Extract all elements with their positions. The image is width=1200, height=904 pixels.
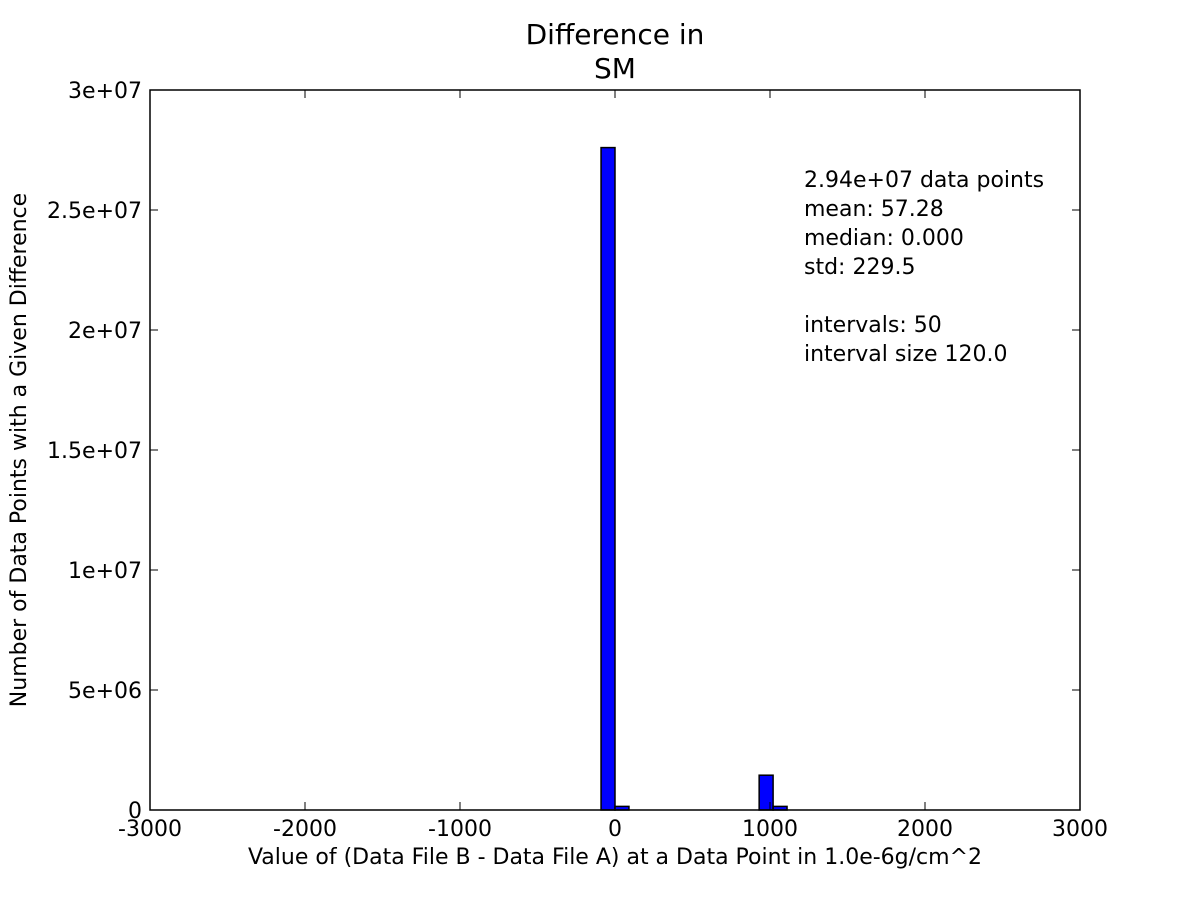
x-axis-label: Value of (Data File B - Data File A) at … — [248, 845, 982, 870]
stats-annotation-line: std: 229.5 — [804, 255, 915, 280]
x-tick-label: 1000 — [742, 817, 798, 842]
stats-annotation-line: interval size 120.0 — [804, 342, 1008, 367]
stats-annotation-line: median: 0.000 — [804, 226, 964, 251]
bars-group — [600, 146, 788, 811]
x-tick-label: 0 — [608, 817, 622, 842]
y-tick-label: 1.5e+07 — [47, 439, 142, 464]
y-tick-label: 1e+07 — [68, 559, 142, 584]
chart-title-line-1: Difference in — [526, 18, 705, 51]
x-tick-label: 2000 — [897, 817, 953, 842]
stats-annotation-line: mean: 57.28 — [804, 197, 944, 222]
y-axis-label: Number of Data Points with a Given Diffe… — [7, 193, 32, 707]
y-tick-label: 0 — [128, 799, 142, 824]
chart-title-line-2: SM — [594, 52, 636, 85]
y-tick-label: 2e+07 — [68, 319, 142, 344]
x-tick-label: -2000 — [273, 817, 337, 842]
y-tick-label: 3e+07 — [68, 79, 142, 104]
x-tick-label: -1000 — [428, 817, 492, 842]
stats-annotation-line: 2.94e+07 data points — [804, 168, 1044, 193]
stats-annotation: 2.94e+07 data points mean: 57.28 median: 0… — [804, 168, 1044, 367]
x-tick-label: -3000 — [118, 817, 182, 842]
histogram-bar — [600, 146, 616, 811]
x-tick-label: 3000 — [1052, 817, 1108, 842]
y-tick-labels: 0 5e+06 1e+07 1.5e+07 2e+07 2.5e+07 3e+07 — [47, 79, 142, 824]
x-tick-labels: -3000 -2000 -1000 0 1000 2000 3000 — [118, 817, 1108, 842]
stats-annotation-line: intervals: 50 — [804, 313, 942, 338]
axis-ticks — [149, 89, 1081, 811]
histogram-bar — [758, 774, 774, 811]
y-tick-label: 5e+06 — [68, 679, 142, 704]
y-tick-label: 2.5e+07 — [47, 199, 142, 224]
